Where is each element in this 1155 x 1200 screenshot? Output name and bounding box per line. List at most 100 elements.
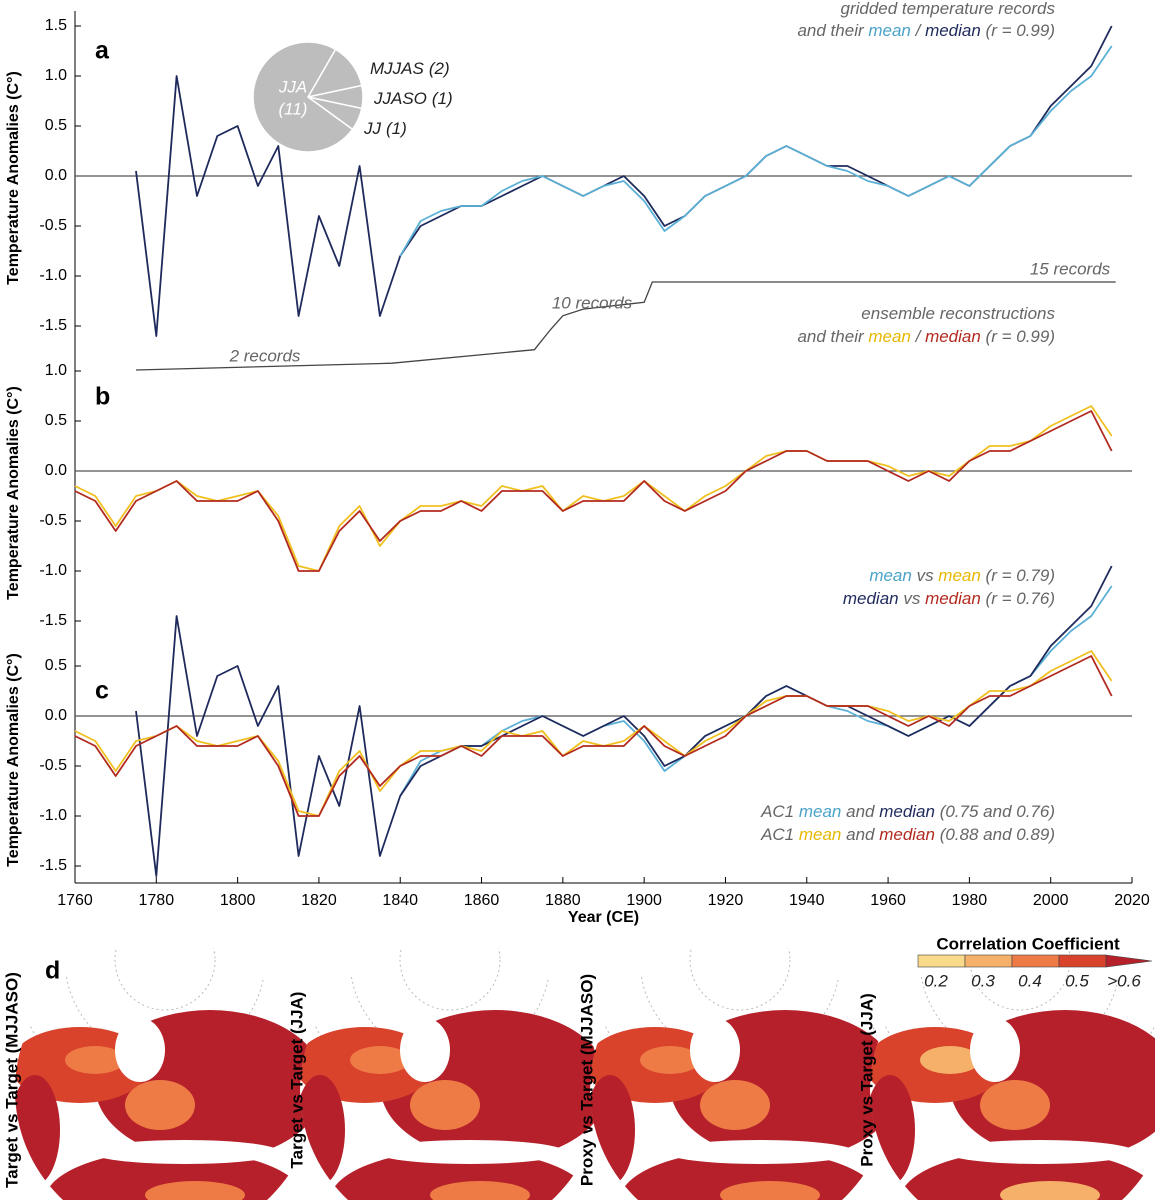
colorbar-swatch [1058,954,1107,968]
annotation-part: AC1 [760,802,799,821]
map-graticule [114,940,216,1011]
series-line [135,565,1113,877]
map-sea [375,1140,565,1164]
annotation: AC1 mean and median (0.75 and 0.76) [760,802,1055,821]
map-patch [980,1080,1050,1130]
map-graticule [689,940,791,1011]
pie-category: JJASO [373,89,427,108]
annotation: AC1 mean and median (0.88 and 0.89) [760,825,1055,844]
annotation-part: / [911,327,925,346]
x-tick-label: 1780 [139,892,175,909]
map-patch [65,1046,125,1074]
x-tick-label: 2020 [1114,892,1150,909]
colorbar-swatch [964,954,1013,968]
annotation-part: and [841,802,879,821]
annotation: mean vs mean (r = 0.79) [869,566,1055,585]
annotation-part: / [911,21,925,40]
map [300,940,600,1200]
colorbar-label: 0.4 [1018,971,1042,990]
map-patch [640,1046,700,1074]
map-sea [400,1018,450,1082]
annotation: and their mean / median (r = 0.99) [797,21,1055,40]
pie-value: (1) [386,119,407,138]
annotation-part: vs [912,566,938,585]
annotation-part: mean [938,566,981,585]
annotation-part: median [925,589,981,608]
records-label: 2 records [229,346,301,365]
panel-letter: c [95,677,109,705]
x-tick-label: 2000 [1033,892,1069,909]
x-tick-label: 1760 [57,892,93,909]
map-patch [700,1080,770,1130]
map-label: Target vs Target (MJJASO) [2,972,21,1188]
series-line [74,410,1113,572]
y-tick-label: 0.5 [45,412,67,429]
x-tick-label: 1900 [626,892,662,909]
y-tick-label: 0.0 [45,167,67,184]
annotation: and their mean / median (r = 0.99) [797,327,1055,346]
colorbar-label: >0.6 [1107,971,1141,990]
annotation-part: gridded temperature records [840,0,1055,18]
records-label: 15 records [1030,259,1111,278]
map-patch [1000,1181,1100,1200]
y-tick-label: 0.0 [45,462,67,479]
y-axis-label: Temperature Anomalies (C°) [5,653,22,867]
x-axis-label: Year (CE) [568,909,639,926]
pie-label: JJ (1) [363,119,407,138]
map-sea [970,1018,1020,1082]
pie-value: (11) [279,99,308,118]
annotation-part: (r = 0.99) [981,21,1055,40]
colorbar-swatch [917,954,966,968]
annotation-part: AC1 [760,825,799,844]
series-line [74,650,1113,817]
annotation-part: median [843,589,899,608]
annotation-part: median [925,21,981,40]
panel-letter: d [45,957,60,985]
colorbar-label: 0.5 [1065,971,1089,990]
map [870,940,1155,1200]
map [590,940,890,1200]
x-tick-label: 1980 [952,892,988,909]
y-axis-label: Temperature Anomalies (C°) [5,386,22,600]
series-line [74,655,1113,817]
y-tick-label: -0.5 [39,512,67,529]
map-label: Proxy vs Target (MJJASO) [577,974,596,1186]
map-sea [115,1018,165,1082]
map-patch [350,1046,410,1074]
annotation-part: and [841,825,879,844]
panel-letter: a [95,37,110,65]
annotation-part: (r = 0.99) [981,327,1055,346]
x-tick-label: 1800 [220,892,256,909]
x-tick-label: 1920 [708,892,744,909]
pie-label: JJASO (1) [373,89,453,108]
pie-label: MJJAS (2) [370,59,450,78]
y-tick-label: 1.0 [45,362,67,379]
annotation-part: median [879,825,935,844]
colorbar-label: 0.2 [924,971,948,990]
x-tick-label: 1960 [870,892,906,909]
annotation-part: mean [799,825,842,844]
map-patch [410,1080,480,1130]
map-patch [125,1080,195,1130]
records-label: 10 records [552,293,633,312]
y-tick-label: 0.0 [45,707,67,724]
map-land [330,1150,590,1200]
map-graticule [399,940,501,1011]
y-axis-label: Temperature Anomalies (C°) [5,71,22,285]
y-tick-label: -1.0 [39,807,67,824]
annotation-part: (0.88 and 0.89) [935,825,1055,844]
pie-category: JJ [363,119,382,138]
map-sea [690,1018,740,1082]
map-label: Target vs Target (JJA) [287,992,306,1169]
annotation-part: and their [797,327,868,346]
map-patch [720,1181,820,1200]
map-label: Proxy vs Target (JJA) [857,993,876,1167]
annotation-part: median [879,802,935,821]
map-land [45,1150,305,1200]
pie-category: MJJAS [370,59,425,78]
y-tick-label: 1.5 [45,17,67,34]
pie-value: (2) [429,59,450,78]
annotation-part: mean [869,566,912,585]
pie-category: JJA [278,77,307,96]
